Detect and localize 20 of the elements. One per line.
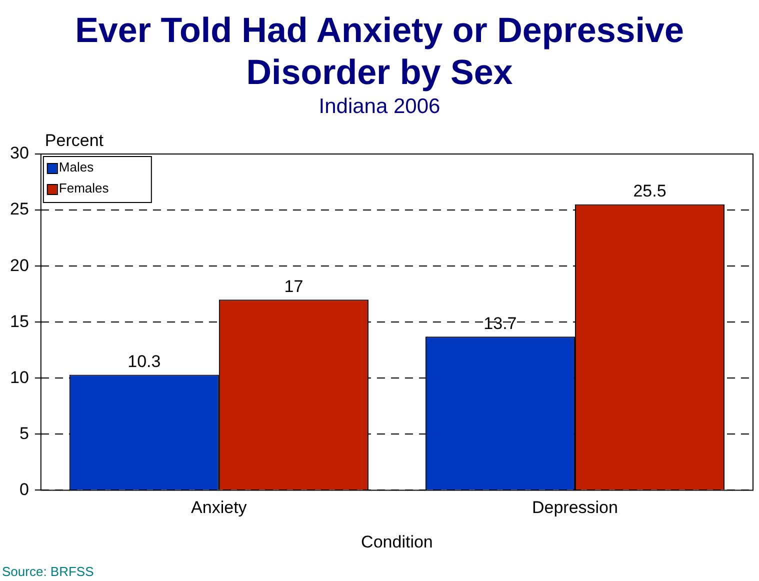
- x-tick-label: Anxiety: [191, 498, 248, 518]
- data-label: 10.3: [128, 352, 161, 371]
- x-axis-title: Condition: [361, 532, 433, 552]
- y-tick-label: 30: [10, 144, 29, 163]
- y-tick-label: 5: [19, 424, 29, 443]
- y-tick-label: 10: [10, 368, 29, 387]
- source-note: Source: BRFSS: [2, 564, 94, 579]
- legend-label: Males: [58, 160, 94, 175]
- y-tick-label: 20: [10, 256, 29, 275]
- y-tick-label: 0: [19, 480, 29, 499]
- y-tick-label: 15: [10, 312, 29, 331]
- data-label: 13.7: [484, 314, 517, 333]
- data-label: 25.5: [633, 182, 666, 201]
- legend-label: Females: [58, 180, 110, 196]
- chart-title: Ever Told Had Anxiety or Depressive Disorder by Sex: [74, 10, 685, 94]
- chart-subtitle: Indiana 2006: [318, 94, 442, 120]
- data-label: 17: [284, 276, 304, 296]
- y-tick-label: 25: [10, 200, 29, 219]
- y-axis-title: Percent: [44, 131, 104, 150]
- x-tick-label: Depression: [532, 498, 618, 518]
